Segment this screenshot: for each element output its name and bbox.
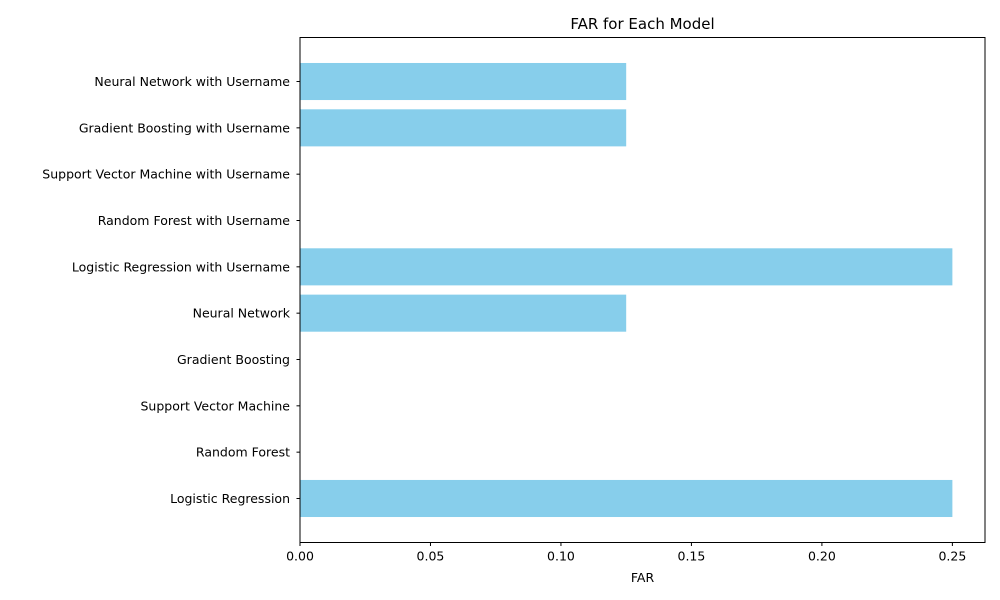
y-tick-label: Random Forest — [196, 445, 290, 460]
x-axis: 0.00 0.05 0.10 0.15 0.20 0.25 — [286, 542, 966, 564]
y-tick-label: Support Vector Machine — [140, 398, 290, 413]
y-axis: Logistic Regression Random Forest Support … — [42, 74, 300, 506]
bar — [300, 294, 627, 332]
x-tick-label: 0.10 — [547, 549, 575, 564]
x-tick-label: 0.00 — [286, 549, 314, 564]
y-tick-label: Random Forest with Username — [98, 213, 291, 228]
bar — [300, 479, 953, 518]
x-axis-label: FAR — [631, 570, 655, 585]
y-tick-label: Logistic Regression — [170, 491, 290, 506]
bar — [300, 248, 953, 286]
bar — [300, 62, 627, 101]
y-tick-label: Gradient Boosting — [177, 352, 290, 367]
y-tick-label: Logistic Regression with Username — [72, 259, 290, 274]
bars-group — [300, 62, 953, 518]
x-tick-label: 0.05 — [417, 549, 445, 564]
x-tick-label: 0.20 — [808, 549, 836, 564]
plot-frame — [299, 37, 986, 543]
y-tick-label: Neural Network with Username — [94, 74, 290, 89]
bar — [300, 109, 627, 147]
y-tick-label: Gradient Boosting with Username — [79, 120, 290, 135]
x-tick-label: 0.25 — [938, 549, 966, 564]
y-tick-label: Support Vector Machine with Username — [42, 167, 290, 182]
x-tick-label: 0.15 — [678, 549, 706, 564]
y-tick-label: Neural Network — [193, 306, 291, 321]
chart-title: FAR for Each Model — [570, 15, 714, 33]
